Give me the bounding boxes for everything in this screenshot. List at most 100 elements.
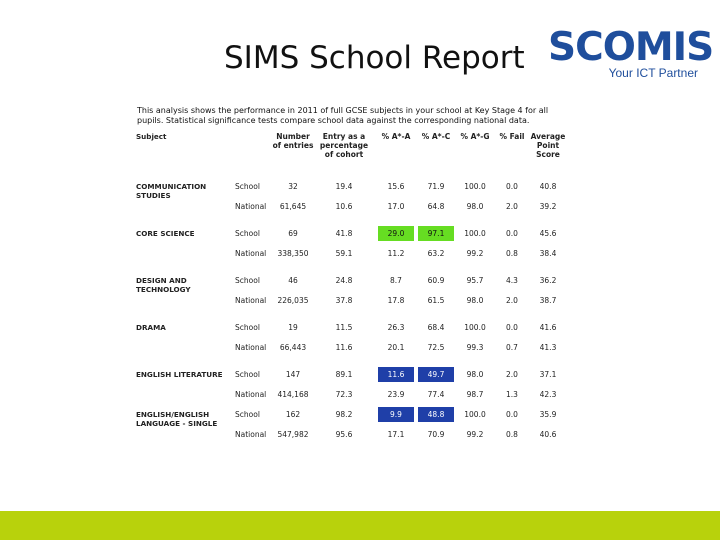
row-type: National [235,430,267,439]
cell-fail: 0.0 [506,323,518,332]
header-aps: Average Point Score [530,132,566,159]
cell-a-star-c: 63.2 [427,249,445,258]
cell-a-star-a-highlight: 11.6 [378,367,414,382]
cell-fail: 0.0 [506,182,518,191]
row-type: School [235,410,260,419]
cell-a-star-c-highlight: 97.1 [418,226,454,241]
table-row: National 61,645 10.6 17.0 64.8 98.0 2.0 … [136,198,566,218]
cell-fail: 2.0 [506,370,518,379]
cell-a-star-c: 77.4 [427,390,445,399]
header-subject: Subject [136,132,167,141]
row-type: School [235,229,260,238]
cell-pct-cohort: 19.4 [335,182,353,191]
cell-fail: 4.3 [506,276,518,285]
cell-a-star-g: 99.2 [466,430,484,439]
table-row: National 226,035 37.8 17.8 61.5 98.0 2.0… [136,292,566,312]
cell-a-star-c: 61.5 [427,296,445,305]
table-row: ENGLISH LITERATURE School 147 89.1 11.6 … [136,366,566,386]
table-row: National 66,443 11.6 20.1 72.5 99.3 0.7 … [136,339,566,359]
header-a-star-g: % A*-G [460,132,490,141]
row-type: School [235,370,260,379]
header-a-star-c: % A*-C [421,132,451,141]
row-type: National [235,249,267,258]
cell-aps: 38.4 [539,249,557,258]
subject-name: CORE SCIENCE [136,229,195,238]
cell-pct-cohort: 72.3 [335,390,353,399]
cell-a-star-a: 17.0 [387,202,405,211]
header-entries: Number of entries [272,132,314,150]
footer-band [0,511,720,540]
cell-a-star-g: 100.0 [464,229,486,238]
cell-entries: 547,982 [277,430,309,439]
logo-tagline: Your ICT Partner [608,66,698,80]
cell-a-star-c: 60.9 [427,276,445,285]
row-type: National [235,343,267,352]
cell-pct-cohort: 11.5 [335,323,353,332]
cell-pct-cohort: 24.8 [335,276,353,285]
row-type: National [235,390,267,399]
cell-a-star-g: 98.0 [466,370,484,379]
cell-fail: 1.3 [506,390,518,399]
cell-fail: 2.0 [506,296,518,305]
row-type: School [235,323,260,332]
cell-entries: 226,035 [277,296,309,305]
cell-pct-cohort: 89.1 [335,370,353,379]
logo-wordmark: SCOMIS [548,25,714,70]
cell-a-star-c: 64.8 [427,202,445,211]
header-a-star-a: % A*-A [381,132,411,141]
cell-aps: 41.3 [539,343,557,352]
cell-a-star-a: 15.6 [387,182,405,191]
cell-aps: 45.6 [539,229,557,238]
cell-aps: 41.6 [539,323,557,332]
row-type: School [235,276,260,285]
cell-aps: 37.1 [539,370,557,379]
cell-a-star-g: 100.0 [464,182,486,191]
header-pct-cohort: Entry as a percentage of cohort [319,132,369,159]
cell-a-star-c: 70.9 [427,430,445,439]
cell-a-star-g: 98.7 [466,390,484,399]
subject-name: ENGLISH LITERATURE [136,370,223,379]
cell-a-star-g: 98.0 [466,296,484,305]
cell-a-star-a-highlight: 9.9 [378,407,414,422]
cell-fail: 0.0 [506,229,518,238]
cell-fail: 0.8 [506,430,518,439]
cell-a-star-g: 99.2 [466,249,484,258]
table-row: ENGLISH/ENGLISH LANGUAGE - SINGLE School… [136,406,566,428]
cell-a-star-g: 100.0 [464,323,486,332]
cell-a-star-g: 95.7 [466,276,484,285]
cell-entries: 162 [285,410,301,419]
report-intro: This analysis shows the performance in 2… [137,106,549,125]
scomis-logo: SCOMIS Your ICT Partner [548,26,714,82]
cell-a-star-c: 72.5 [427,343,445,352]
header-fail: % Fail [499,132,525,141]
slide-title: SIMS School Report [224,40,525,76]
cell-entries: 32 [288,182,298,191]
table-row: CORE SCIENCE School 69 41.8 29.0 97.1 10… [136,225,566,245]
cell-aps: 40.8 [539,182,557,191]
report-table: Subject Number of entries Entry as a per… [136,132,566,446]
cell-pct-cohort: 41.8 [335,229,353,238]
cell-a-star-a: 17.1 [387,430,405,439]
table-row: DESIGN AND TECHNOLOGY School 46 24.8 8.7… [136,272,566,294]
cell-fail: 2.0 [506,202,518,211]
cell-a-star-c-highlight: 49.7 [418,367,454,382]
subject-name: DESIGN AND TECHNOLOGY [136,276,191,294]
cell-entries: 69 [288,229,298,238]
cell-aps: 40.6 [539,430,557,439]
cell-pct-cohort: 37.8 [335,296,353,305]
cell-fail: 0.0 [506,410,518,419]
table-header: Subject Number of entries Entry as a per… [136,132,566,178]
table-row: DRAMA School 19 11.5 26.3 68.4 100.0 0.0… [136,319,566,339]
cell-pct-cohort: 59.1 [335,249,353,258]
cell-a-star-a: 17.8 [387,296,405,305]
table-row: COMMUNICATION STUDIES School 32 19.4 15.… [136,178,566,200]
cell-entries: 414,168 [277,390,309,399]
cell-pct-cohort: 95.6 [335,430,353,439]
cell-fail: 0.8 [506,249,518,258]
cell-aps: 39.2 [539,202,557,211]
cell-a-star-a-highlight: 29.0 [378,226,414,241]
cell-pct-cohort: 11.6 [335,343,353,352]
subject-name: DRAMA [136,323,166,332]
cell-a-star-a: 23.9 [387,390,405,399]
cell-a-star-c: 68.4 [427,323,445,332]
